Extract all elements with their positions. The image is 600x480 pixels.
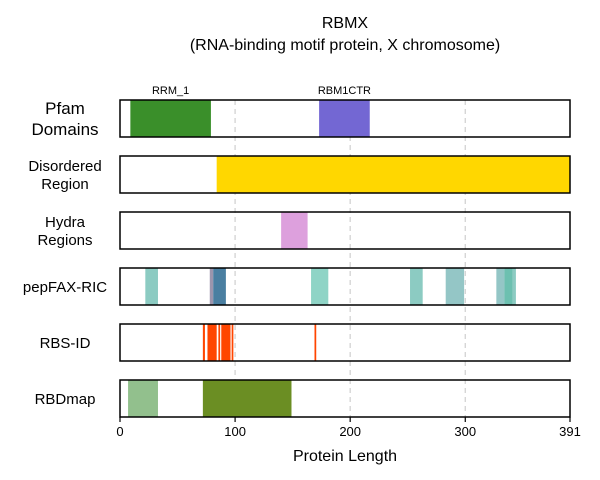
track-label-5-0: RBDmap (35, 391, 96, 408)
track-0-feature-0 (130, 100, 211, 137)
track-label-3-0: pepFAX-RIC (23, 279, 107, 296)
track-frame-2 (119, 211, 571, 250)
track-frame-0 (119, 99, 571, 138)
track-label-0-0: Pfam (45, 99, 85, 118)
track-label-0-1: Domains (31, 120, 98, 139)
track-label-1-0: Disordered (28, 158, 101, 175)
x-tick-label-1: 100 (224, 424, 246, 439)
chart-title: RBMX (322, 15, 369, 32)
x-tick-label-4: 391 (559, 424, 581, 439)
track-4-feature-4 (231, 324, 234, 361)
track-3-feature-7 (504, 268, 513, 305)
track-label-4-0: RBS-ID (40, 335, 91, 352)
track-3-feature-6 (496, 268, 505, 305)
feature-label-0-1: RBM1CTR (318, 85, 371, 97)
track-4-feature-0 (202, 324, 205, 361)
feature-label-0-0: RRM_1 (152, 85, 189, 97)
x-axis: 0 100 200 300 391 (116, 417, 581, 439)
track-3-feature-8 (512, 268, 516, 305)
x-tick-label-3: 300 (454, 424, 476, 439)
track-3: pepFAX-RIC (23, 267, 571, 306)
track-3-feature-4 (410, 268, 423, 305)
track-label-2-1: Regions (37, 232, 92, 249)
track-frame-3 (119, 267, 571, 306)
track-label-2-0: Hydra (45, 214, 86, 231)
track-4-feature-2 (218, 324, 221, 361)
track-label-1-1: Region (41, 176, 89, 193)
track-4-feature-3 (221, 324, 231, 361)
x-tick-label-2: 200 (339, 424, 361, 439)
track-5: RBDmap (35, 379, 571, 418)
track-3-feature-5 (445, 268, 465, 305)
track-4-feature-1 (207, 324, 217, 361)
track-4: RBS-ID (40, 323, 571, 362)
track-5-feature-1 (202, 380, 292, 417)
track-3-feature-0 (145, 268, 158, 305)
track-3-feature-3 (311, 268, 329, 305)
x-tick-label-0: 0 (116, 424, 123, 439)
chart-subtitle: (RNA-binding motif protein, X chromosome… (190, 37, 500, 54)
track-0: RRM_1 RBM1CTR Pfam Domains (31, 85, 571, 139)
track-4-feature-5 (314, 324, 317, 361)
track-2-feature-0 (281, 212, 308, 249)
track-0-feature-1 (319, 100, 370, 137)
track-frame-1 (119, 155, 571, 194)
grid-lines (234, 100, 466, 417)
track-3-feature-1 (209, 268, 214, 305)
x-axis-label: Protein Length (293, 448, 397, 465)
track-3-feature-2 (213, 268, 226, 305)
track-5-feature-0 (128, 380, 158, 417)
track-frame-5 (119, 379, 571, 418)
track-frame-4 (119, 323, 571, 362)
track-1-feature-0 (216, 156, 571, 193)
